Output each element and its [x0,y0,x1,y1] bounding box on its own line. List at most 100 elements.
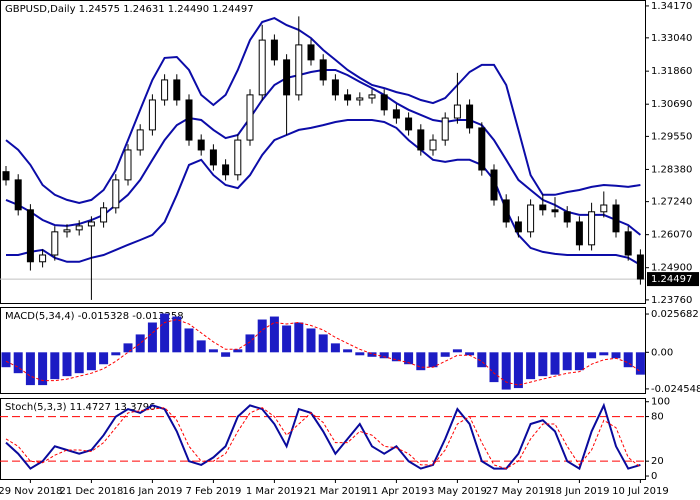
candle-body [392,109,400,119]
macd-bar [550,352,560,375]
macd-bar [135,334,145,353]
macd-bar [1,352,11,368]
candle-body [26,209,34,263]
macd-bar [440,352,450,357]
y-tick-label: -0.024548 [651,384,700,395]
macd-bar [99,352,109,365]
macd-bar [562,352,572,371]
candle-body [246,94,254,141]
candle-body [453,104,461,119]
macd-bar [611,352,621,359]
x-tick-label: 16 Jan 2019 [122,486,182,497]
y-tick-label: 1.23760 [651,295,692,306]
candle-body [258,39,266,96]
candle-body [319,59,327,81]
x-tick-label: 29 Nov 2018 [0,486,62,497]
macd-bar [379,352,389,359]
macd-bar [50,352,60,380]
macd-bar [13,352,23,374]
macd-bar [257,319,267,353]
y-tick-label: 20 [651,456,664,467]
y-tick-label: 1.30690 [651,99,692,110]
candle-body [87,221,95,227]
candle-body [466,104,474,129]
macd-bar [330,343,340,353]
candle-body [563,211,571,223]
macd-bar [343,349,353,353]
candle-body [124,149,132,181]
y-tick-label: 0.00 [651,347,673,358]
y-tick-label: 100 [651,397,670,408]
candle-body [197,139,205,151]
candle-body [356,97,364,101]
candle-body [502,199,510,223]
x-tick-label: 3 May 2019 [428,486,487,497]
macd-bar [355,352,365,356]
macd-bar [294,322,304,353]
macd-bar [574,352,584,371]
macd-bar [623,352,633,368]
macd-bar [599,352,609,356]
x-tick-label: 21 Mar 2019 [304,486,367,497]
candle-body [380,94,388,111]
macd-bar [208,349,218,353]
y-tick-label: 1.26070 [651,230,692,241]
candle-body [624,231,632,256]
candle-body [551,209,559,213]
candle-body [270,39,278,61]
candle-body [344,94,352,101]
candle-body [307,44,315,61]
macd-bar [184,328,194,353]
macd-bar [221,352,231,357]
x-tick-label: 10 Jul 2019 [612,486,669,497]
last-price-label: 1.24497 [651,274,692,285]
y-tick-label: 0.025682 [651,309,699,320]
y-tick-label: 1.29550 [651,131,692,142]
candle-body [148,99,156,131]
candle-body [234,139,242,176]
candle-body [75,225,83,231]
macd-bar [25,352,35,386]
candle-body [185,99,193,141]
macd-bar [306,328,316,353]
macd-bar [501,352,511,390]
candle-body [405,117,413,131]
candle-body [136,129,144,151]
candle-body [161,79,169,101]
candle-body [331,79,339,96]
macd-bar [477,352,487,368]
macd-bar [282,325,292,353]
macd-bar [62,352,72,377]
candle-body [539,204,547,211]
panel-title: Stoch(5,3,3) 11.4727 13.3796 [5,402,156,413]
macd-bar [587,352,597,359]
y-tick-label: 1.31860 [651,66,692,77]
panel-title: MACD(5,34,4) -0.015328 -0.013258 [5,311,184,322]
macd-bar [86,352,96,371]
macd-bar [172,316,182,353]
bollinger-lower [6,119,641,266]
candle-body [51,231,59,256]
macd-bar [367,352,377,357]
macd-bar [74,352,84,374]
macd-bar [404,352,414,365]
macd-bar [465,352,475,356]
candle-body [14,179,22,211]
macd-bar [416,352,426,371]
candle-body [514,221,522,233]
macd-bar [318,334,328,353]
candle-body [368,94,376,99]
macd-bar [147,322,157,353]
macd-bar [452,349,462,353]
candle-body [588,211,596,246]
macd-bar [513,352,523,389]
candle-body [283,59,291,96]
candle-body [222,164,230,176]
macd-bar [123,343,133,353]
macd-bar [538,352,548,377]
y-tick-label: 1.27240 [651,197,692,208]
macd-bar [160,313,170,353]
candle-body [429,139,437,151]
bollinger-upper [5,17,641,205]
candle-body [2,171,10,181]
